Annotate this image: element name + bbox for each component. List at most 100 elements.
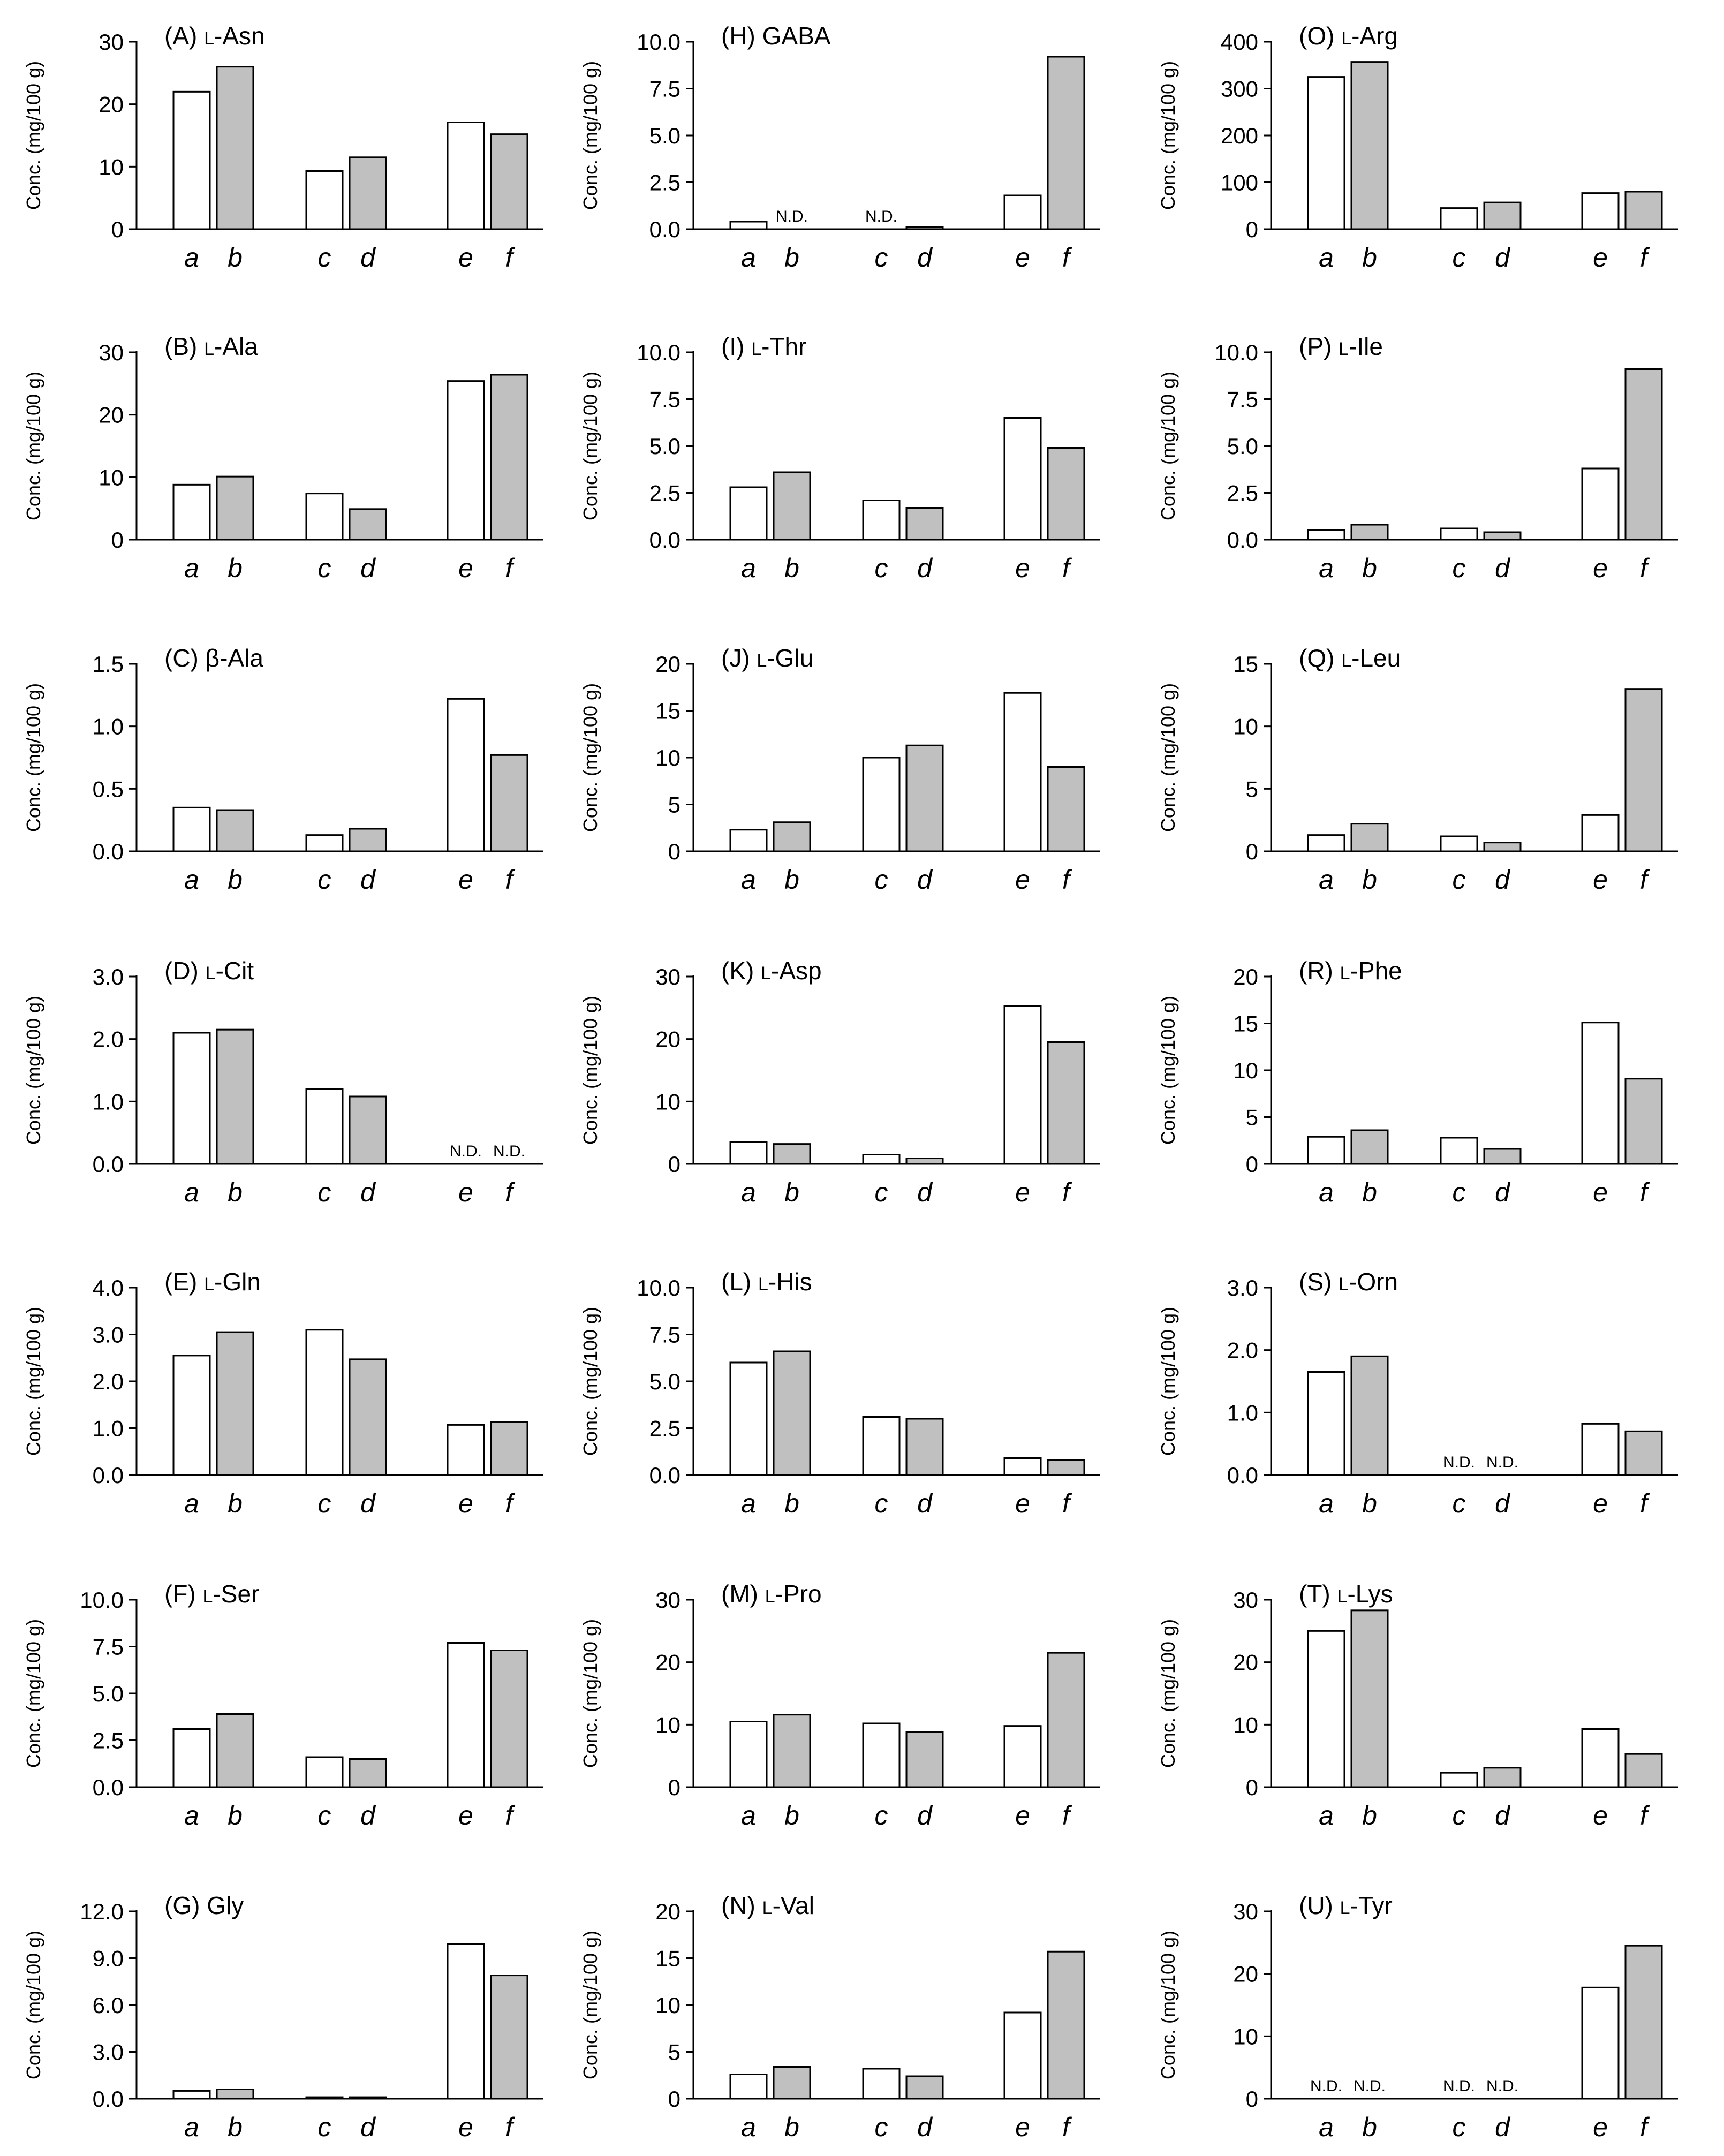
panel-title: (S) L-Orn bbox=[1299, 1268, 1398, 1296]
y-tick-label: 30 bbox=[1233, 1899, 1258, 1924]
category-label-e: e bbox=[1593, 1177, 1608, 1207]
y-tick-label: 3.0 bbox=[93, 1322, 124, 1348]
bar-d bbox=[905, 507, 944, 541]
panel-s-l-orn: (S) L-Orn Conc. (mg/100 g) 0.0 1.0 2.0 3.0 a b N… bbox=[1157, 1268, 1678, 1518]
y-tick-label: 7.5 bbox=[649, 387, 680, 412]
bar-a bbox=[729, 1361, 768, 1476]
panel-a-l-asn: (A) L-Asn Conc. (mg/100 g) 0 10 20 30 a b c d e f bbox=[22, 22, 543, 273]
y-tick-label: 0.0 bbox=[649, 527, 680, 553]
category-label-d: d bbox=[1495, 2112, 1511, 2142]
category-label-f: f bbox=[1062, 1488, 1072, 1518]
y-tick-label: 2.0 bbox=[1227, 1338, 1258, 1363]
category-label-d: d bbox=[1495, 243, 1511, 273]
y-axis-label: Conc. (mg/100 g) bbox=[579, 1619, 601, 1768]
category-label-e: e bbox=[1015, 1177, 1030, 1207]
nd-label-a: N.D. bbox=[1310, 2077, 1342, 2095]
category-label-d: d bbox=[360, 553, 376, 583]
bar-c bbox=[1440, 835, 1478, 852]
category-label-d: d bbox=[917, 553, 933, 583]
bar-c bbox=[305, 1329, 344, 1476]
y-tick-label: 2.5 bbox=[649, 481, 680, 506]
category-label-d: d bbox=[360, 1488, 376, 1518]
y-tick-label: 2.5 bbox=[93, 1728, 124, 1753]
panel-title: (R) L-Phe bbox=[1299, 957, 1402, 985]
category-label-d: d bbox=[917, 865, 933, 895]
bar-c bbox=[305, 1088, 344, 1165]
y-tick-label: 7.5 bbox=[93, 1635, 124, 1660]
bar-c bbox=[305, 493, 344, 541]
bar-d bbox=[905, 744, 944, 852]
category-label-c: c bbox=[875, 243, 888, 273]
bar-b bbox=[1350, 823, 1389, 852]
category-label-c: c bbox=[875, 1801, 888, 1830]
bar-a bbox=[172, 2090, 211, 2100]
bar-a bbox=[1307, 76, 1345, 230]
bar-f bbox=[1624, 1078, 1663, 1165]
bar-f bbox=[490, 1421, 528, 1476]
category-label-d: d bbox=[1495, 553, 1511, 583]
y-tick-label: 0.0 bbox=[93, 2086, 124, 2112]
y-tick-label: 0.0 bbox=[93, 1463, 124, 1488]
nd-label-c: N.D. bbox=[1443, 1454, 1475, 1471]
y-tick-label: 0.0 bbox=[93, 839, 124, 864]
category-label-f: f bbox=[1062, 553, 1072, 583]
panel-i-l-thr: (I) L-Thr Conc. (mg/100 g) 0.0 2.5 5.0 7.5 10.… bbox=[579, 332, 1100, 583]
y-tick-label: 15 bbox=[1233, 1011, 1258, 1037]
category-label-e: e bbox=[1593, 865, 1608, 895]
y-tick-label: 0 bbox=[668, 2086, 680, 2112]
bar-e bbox=[1581, 192, 1620, 230]
bar-c bbox=[1440, 527, 1478, 541]
bar-a bbox=[172, 1355, 211, 1476]
category-label-d: d bbox=[1495, 1488, 1511, 1518]
bar-a bbox=[172, 806, 211, 852]
panel-title: (P) L-Ile bbox=[1299, 332, 1383, 360]
category-label-a: a bbox=[741, 243, 756, 273]
panel-o-l-arg: (O) L-Arg Conc. (mg/100 g) 0 100 200 300 400 a b… bbox=[1157, 22, 1678, 273]
panel-title: (O) L-Arg bbox=[1299, 22, 1398, 50]
bar-c bbox=[1440, 1137, 1478, 1165]
nd-label-b: N.D. bbox=[1354, 2077, 1386, 2095]
y-tick-label: 0 bbox=[668, 839, 680, 864]
bar-e bbox=[1003, 1005, 1042, 1165]
y-tick-label: 10 bbox=[99, 154, 124, 179]
category-label-c: c bbox=[1453, 553, 1466, 583]
category-label-d: d bbox=[360, 1801, 376, 1830]
category-label-a: a bbox=[1319, 1177, 1334, 1207]
bar-e bbox=[1581, 1423, 1620, 1476]
bar-b bbox=[773, 1714, 811, 1788]
category-label-c: c bbox=[318, 1488, 331, 1518]
category-label-e: e bbox=[458, 1488, 473, 1518]
panel-e-l-gln: (E) L-Gln Conc. (mg/100 g) 0.0 1.0 2.0 3.0 4.0… bbox=[22, 1268, 543, 1518]
bar-a bbox=[172, 483, 211, 541]
y-tick-label: 10 bbox=[655, 1712, 680, 1737]
category-label-f: f bbox=[1640, 1177, 1650, 1207]
category-label-a: a bbox=[184, 243, 199, 273]
bar-e bbox=[1581, 814, 1620, 852]
category-label-e: e bbox=[1593, 243, 1608, 273]
bar-a bbox=[1307, 529, 1345, 541]
bar-a bbox=[172, 1032, 211, 1165]
bar-b bbox=[216, 1331, 254, 1476]
y-axis-label: Conc. (mg/100 g) bbox=[579, 372, 601, 520]
y-tick-label: 30 bbox=[655, 964, 680, 989]
category-label-b: b bbox=[1362, 865, 1377, 895]
y-tick-label: 20 bbox=[1233, 964, 1258, 989]
category-label-e: e bbox=[458, 553, 473, 583]
y-axis-label: Conc. (mg/100 g) bbox=[22, 1307, 44, 1456]
y-tick-label: 2.5 bbox=[649, 170, 680, 195]
bar-e bbox=[1581, 1022, 1620, 1165]
y-tick-label: 10 bbox=[1233, 2024, 1258, 2049]
y-axis-label: Conc. (mg/100 g) bbox=[1157, 1931, 1179, 2079]
panel-q-l-leu: (Q) L-Leu Conc. (mg/100 g) 0 5 10 15 a b c d e f bbox=[1157, 644, 1678, 895]
category-label-b: b bbox=[1362, 1801, 1377, 1830]
y-tick-label: 0.5 bbox=[93, 776, 124, 801]
panel-r-l-phe: (R) L-Phe Conc. (mg/100 g) 0 5 10 15 20 a b c d e f bbox=[1157, 957, 1678, 1207]
category-label-c: c bbox=[875, 2112, 888, 2142]
bar-b bbox=[773, 1350, 811, 1476]
panel-d-l-cit: (D) L-Cit Conc. (mg/100 g) 0.0 1.0 2.0 3.0 a b c… bbox=[22, 957, 543, 1207]
y-tick-label: 20 bbox=[1233, 1650, 1258, 1675]
category-label-c: c bbox=[318, 243, 331, 273]
y-tick-label: 10.0 bbox=[1214, 340, 1258, 365]
category-label-a: a bbox=[741, 553, 756, 583]
category-label-b: b bbox=[228, 243, 243, 273]
